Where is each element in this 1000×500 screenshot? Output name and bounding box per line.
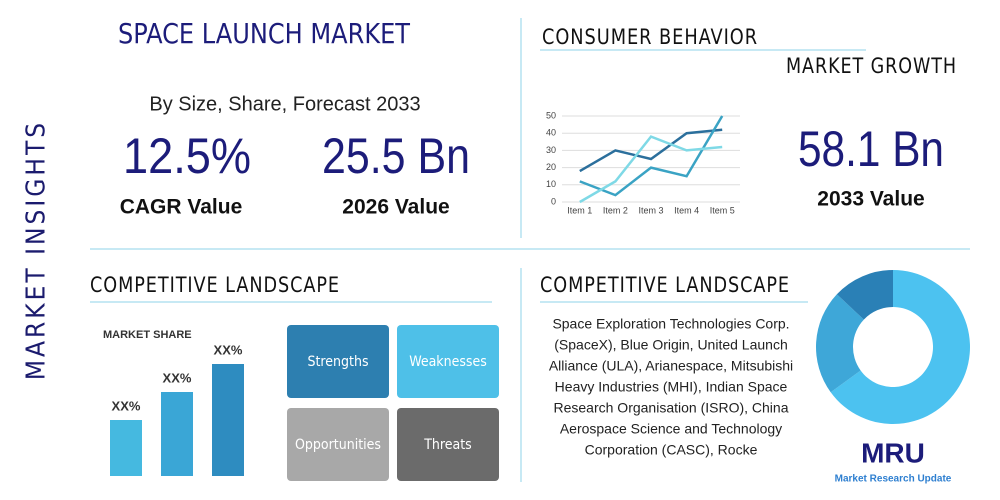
line-series	[579, 128, 723, 173]
donut-segment	[815, 294, 864, 393]
description-line: Space Exploration Technologies Corp.	[552, 316, 789, 332]
sidebar-title: MARKET INSIGHTS	[22, 120, 52, 380]
y-tick-label: 40	[546, 128, 556, 138]
bar-value-label: XX%	[214, 342, 243, 357]
y-tick-label: 30	[546, 145, 556, 155]
donut-segment	[830, 270, 970, 425]
swot-label: Strengths	[307, 354, 368, 370]
logo-mark: MRU	[861, 437, 925, 468]
x-tick-label: Item 2	[603, 205, 628, 215]
swot-box	[397, 408, 499, 481]
x-tick-label: Item 1	[567, 205, 592, 215]
stat-label: 2033 Value	[817, 188, 924, 211]
swot-box	[287, 325, 389, 398]
stat-value: 12.5%	[123, 128, 251, 184]
swot-box	[397, 325, 499, 398]
bar	[110, 420, 142, 476]
x-tick-label: Item 3	[638, 205, 663, 215]
bar-value-label: XX%	[163, 370, 192, 385]
bar	[161, 392, 193, 476]
main-title: SPACE LAUNCH MARKET	[118, 17, 411, 50]
stat-label: 2026 Value	[342, 196, 449, 219]
section-title: CONSUMER BEHAVIOR	[542, 25, 758, 49]
y-tick-label: 10	[546, 179, 556, 189]
subtitle: By Size, Share, Forecast 2033	[149, 93, 420, 115]
x-tick-label: Item 5	[710, 205, 735, 215]
stat-value: 58.1 Bn	[798, 121, 944, 177]
line-series	[579, 115, 724, 197]
chart-title: MARKET SHARE	[103, 329, 192, 341]
y-tick-label: 0	[551, 196, 556, 206]
description-line: Corporation (CASC), Rocke	[585, 442, 758, 458]
stat-value: 25.5 Bn	[322, 128, 470, 184]
description-line: Heavy Industries (MHI), Indian Space	[555, 379, 788, 395]
description-line: Research Organisation (ISRO), China	[554, 400, 789, 416]
bar	[212, 364, 244, 476]
section-title: COMPETITIVE LANDSCAPE	[90, 273, 340, 297]
stat-label: CAGR Value	[120, 196, 243, 219]
description-line: Aerospace Science and Technology	[560, 421, 782, 437]
x-tick-label: Item 4	[674, 205, 699, 215]
y-tick-label: 50	[546, 110, 556, 120]
line-series	[579, 135, 723, 204]
swot-label: Opportunities	[295, 437, 381, 453]
logo-name: Market Research Update	[835, 474, 952, 485]
donut-segment	[836, 270, 893, 320]
swot-label: Weaknesses	[409, 354, 487, 370]
y-tick-label: 20	[546, 162, 556, 172]
section-subtitle: MARKET GROWTH	[786, 54, 957, 78]
bar-value-label: XX%	[112, 398, 141, 413]
swot-box	[287, 408, 389, 481]
section-title: COMPETITIVE LANDSCAPE	[540, 273, 790, 297]
description-line: Alliance (ULA), Arianespace, Mitsubishi	[549, 358, 793, 374]
description-line: (SpaceX), Blue Origin, United Launch	[554, 337, 787, 353]
swot-label: Threats	[423, 437, 472, 453]
